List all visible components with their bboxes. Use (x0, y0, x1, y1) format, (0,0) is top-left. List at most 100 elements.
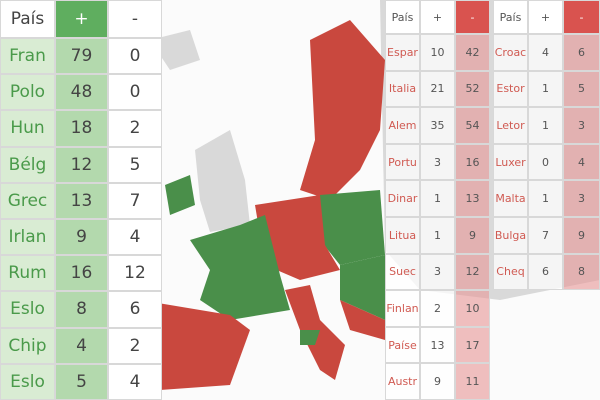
header-cell: + (55, 0, 108, 38)
country-cell: Eslo (0, 291, 55, 328)
country-cell: Fran (0, 38, 55, 75)
count-cell: 11 (455, 363, 490, 400)
country-cell: Grec (0, 182, 55, 219)
ireland (165, 175, 195, 215)
header-cell: + (528, 0, 563, 34)
count-cell: 10 (455, 290, 490, 327)
country-cell: Eslo (0, 363, 55, 400)
country-cell: Austr (385, 363, 420, 400)
count-cell: 1 (528, 107, 563, 144)
country-cell: Dinar (385, 180, 420, 217)
count-cell: 12 (108, 255, 162, 292)
header-cell: País (493, 0, 528, 34)
count-cell: 4 (55, 327, 108, 364)
count-cell: 0 (108, 74, 162, 111)
balkans (340, 300, 385, 340)
count-cell: 0 (108, 38, 162, 75)
header-cell: - (108, 0, 162, 38)
count-cell: 5 (563, 70, 600, 108)
country-cell: Polo (0, 74, 55, 111)
country-cell: Luxer (493, 143, 528, 181)
count-cell: 9 (455, 217, 490, 254)
count-cell: 3 (563, 180, 600, 217)
count-cell: 1 (420, 180, 455, 217)
uk (195, 130, 250, 232)
count-cell: 5 (108, 146, 162, 183)
count-cell: 48 (55, 74, 108, 111)
count-cell: 7 (528, 217, 563, 254)
country-cell: Bulga (493, 217, 528, 254)
count-cell: 4 (108, 219, 162, 256)
header-cell: País (385, 0, 420, 34)
count-cell: 1 (420, 217, 455, 254)
country-cell: Portu (385, 143, 420, 181)
poland (320, 190, 385, 265)
count-cell: 3 (420, 143, 455, 181)
count-cell: 1 (528, 70, 563, 108)
count-cell: 8 (563, 253, 600, 291)
country-cell: Irlan (0, 219, 55, 256)
count-cell: 18 (55, 110, 108, 147)
count-cell: 1 (528, 180, 563, 217)
country-cell: Croac (493, 34, 528, 71)
count-cell: 9 (420, 363, 455, 400)
country-cell: Malta (493, 180, 528, 217)
island (300, 330, 320, 345)
header-cell: + (420, 0, 455, 34)
count-cell: 35 (420, 107, 455, 144)
country-cell: Italia (385, 70, 420, 108)
count-cell: 17 (455, 326, 490, 364)
count-cell: 10 (420, 34, 455, 71)
count-cell: 16 (455, 143, 490, 181)
country-cell: Cheq (493, 253, 528, 291)
count-cell: 79 (55, 38, 108, 75)
count-cell: 3 (563, 107, 600, 144)
country-cell: Alem (385, 107, 420, 144)
country-cell: Hun (0, 110, 55, 147)
country-cell: Paíse (385, 326, 420, 364)
hungary (340, 255, 385, 320)
count-cell: 4 (108, 363, 162, 400)
country-cell: Bélg (0, 146, 55, 183)
country-cell: Espar (385, 34, 420, 71)
count-cell: 6 (108, 291, 162, 328)
count-cell: 6 (528, 253, 563, 291)
count-cell: 3 (420, 253, 455, 291)
count-cell: 4 (528, 34, 563, 71)
count-cell: 13 (455, 180, 490, 217)
land (150, 30, 200, 70)
country-cell: Rum (0, 255, 55, 292)
header-cell: - (563, 0, 600, 34)
germany (255, 195, 340, 280)
count-cell: 8 (55, 291, 108, 328)
count-cell: 9 (563, 217, 600, 254)
count-cell: 12 (455, 253, 490, 291)
count-cell: 21 (420, 70, 455, 108)
count-cell: 9 (55, 219, 108, 256)
count-cell: 16 (55, 255, 108, 292)
header-cell: - (455, 0, 490, 34)
count-cell: 13 (420, 326, 455, 364)
france (190, 215, 290, 320)
count-cell: 13 (55, 182, 108, 219)
count-cell: 42 (455, 34, 490, 71)
count-cell: 6 (563, 34, 600, 71)
count-cell: 2 (420, 290, 455, 327)
count-cell: 7 (108, 182, 162, 219)
scandinavia (300, 20, 385, 200)
country-cell: Litua (385, 217, 420, 254)
country-cell: Chip (0, 327, 55, 364)
spain (140, 300, 250, 390)
count-cell: 52 (455, 70, 490, 108)
count-cell: 4 (563, 143, 600, 181)
count-cell: 2 (108, 110, 162, 147)
header-cell: País (0, 0, 55, 38)
country-cell: Letor (493, 107, 528, 144)
count-cell: 12 (55, 146, 108, 183)
country-cell: Finlan (385, 290, 420, 327)
count-cell: 0 (528, 143, 563, 181)
country-cell: Suec (385, 253, 420, 291)
count-cell: 54 (455, 107, 490, 144)
count-cell: 2 (108, 327, 162, 364)
